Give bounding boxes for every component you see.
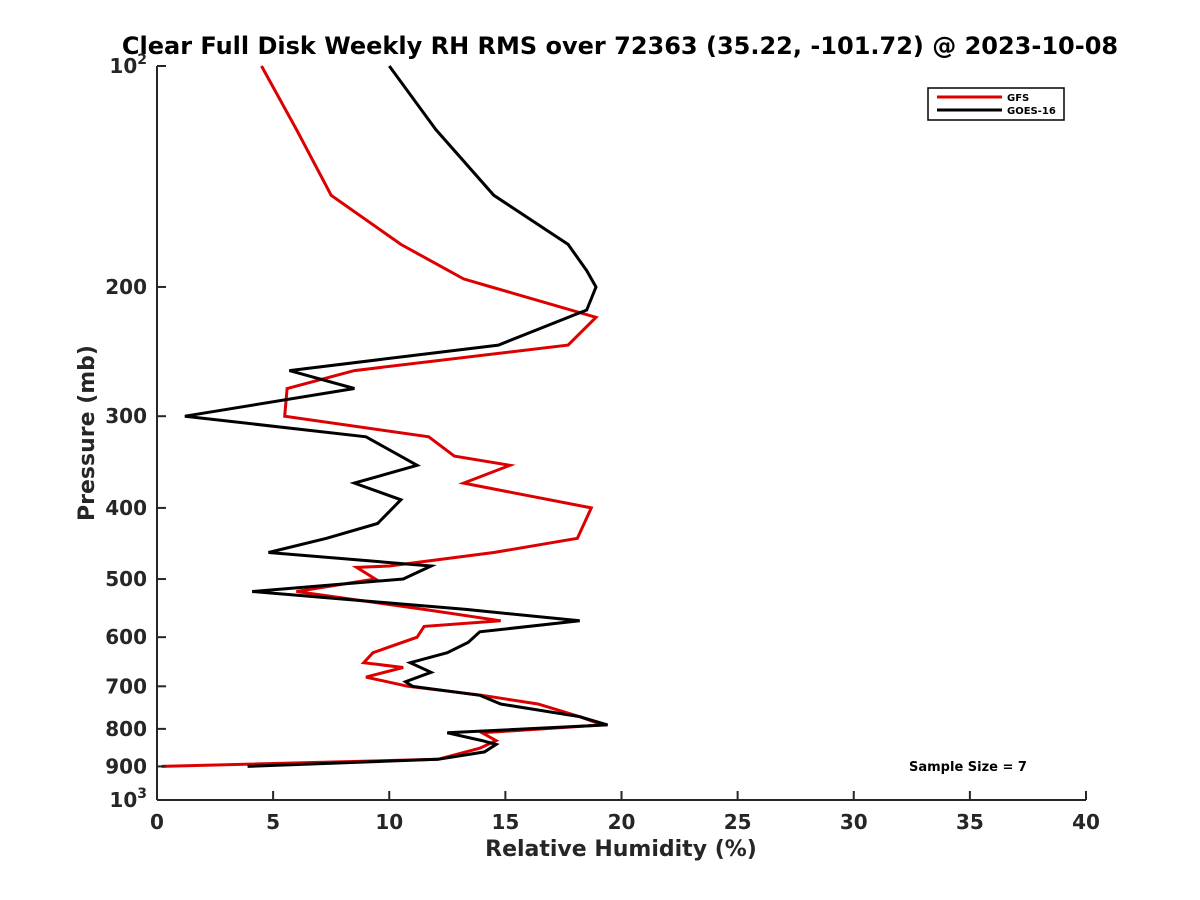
y-tick-label: 800: [105, 717, 147, 741]
y-tick-label: 300: [105, 404, 147, 428]
x-tick-label: 5: [266, 810, 280, 834]
series-line-goes16: [184, 65, 609, 768]
chart-title: Clear Full Disk Weekly RH RMS over 72363…: [122, 32, 1118, 60]
legend-box: [927, 87, 1065, 121]
sample-size-annotation: Sample Size = 7: [909, 760, 1027, 775]
y-tick-label: 900: [105, 754, 147, 778]
x-tick-label: 25: [724, 810, 752, 834]
y-tick-label: 600: [105, 625, 147, 649]
y-tick-label: 400: [105, 496, 147, 520]
x-tick-label: 35: [956, 810, 984, 834]
x-axis-label: Relative Humidity (%): [485, 837, 757, 862]
y-tick-label: 102: [109, 52, 147, 78]
x-tick-label: 15: [491, 810, 519, 834]
legend-label-goes16: GOES-16: [1007, 106, 1056, 117]
legend-label-gfs: GFS: [1007, 93, 1029, 104]
legend: GFS GOES-16: [927, 87, 1065, 121]
x-tick-label: 40: [1072, 810, 1100, 834]
x-tick-label: 0: [150, 810, 164, 834]
y-tick-label: 700: [105, 674, 147, 698]
x-tick-label: 10: [375, 810, 403, 834]
y-axis-label: Pressure (mb): [75, 345, 100, 521]
x-ticks: 0 5 10 15 20 25 30 35 40: [150, 791, 1100, 834]
y-tick-label: 103: [109, 786, 147, 812]
y-tick-label: 200: [105, 275, 147, 299]
x-tick-label: 30: [840, 810, 868, 834]
x-tick-label: 20: [608, 810, 636, 834]
series-layer: [161, 65, 609, 768]
y-ticks: 102 200 300 400 500 600 700 800 900 103: [105, 52, 166, 812]
y-tick-label: 500: [105, 567, 147, 591]
series-line-gfs: [161, 65, 604, 768]
